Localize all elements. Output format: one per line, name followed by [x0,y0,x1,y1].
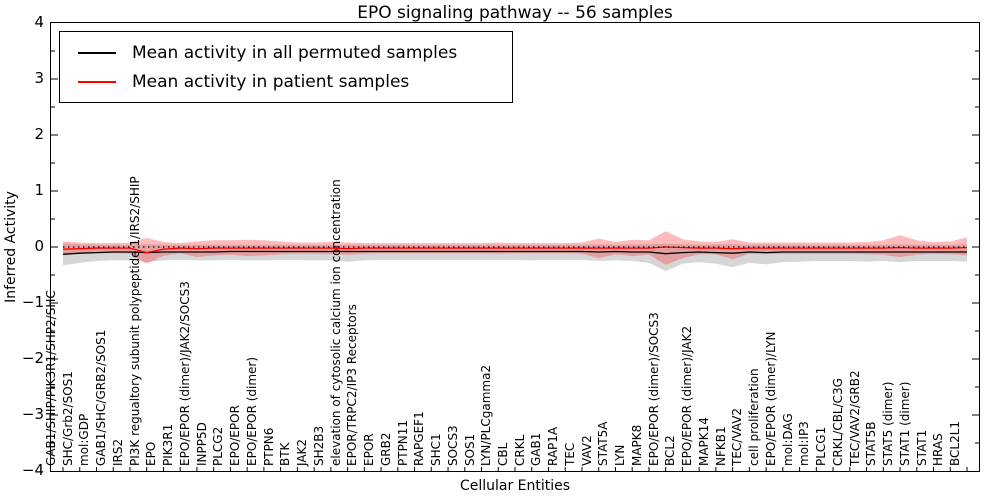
legend-label-permuted: Mean activity in all permuted samples [132,42,458,63]
y-tick-label: −3 [21,405,44,423]
legend: Mean activity in all permuted samples Me… [59,31,513,103]
x-axis-label: Cellular Entities [459,478,571,494]
y-tick-label: −4 [21,461,44,479]
band-permuted [63,243,967,272]
legend-label-patient: Mean activity in patient samples [132,71,410,92]
plot-area: GAB1/SHIP/PIK3R1/SHP2/SHC SHC/Grb2/SOS1 mo… [44,22,980,472]
y-tick-label: 4 [34,13,44,31]
chart-canvas [51,50,979,471]
y-tick-label: −1 [21,293,44,311]
legend-row-patient: Mean activity in patient samples [60,67,512,96]
y-tick-label: 1 [34,181,44,199]
y-tick-label: 3 [34,69,44,87]
mean-line-patient [62,246,968,254]
patient-line-sample-icon [78,80,116,83]
axis-ticks [51,50,979,471]
y-tick-label: −2 [21,349,44,367]
chart-title: EPO signaling pathway -- 56 samples [357,3,673,23]
permuted-line-sample-icon [78,51,116,54]
mean-line-permuted [62,250,967,255]
y-tick-label: 2 [34,125,44,143]
legend-row-permuted: Mean activity in all permuted samples [60,38,512,67]
y-tick-label: 0 [34,237,44,255]
